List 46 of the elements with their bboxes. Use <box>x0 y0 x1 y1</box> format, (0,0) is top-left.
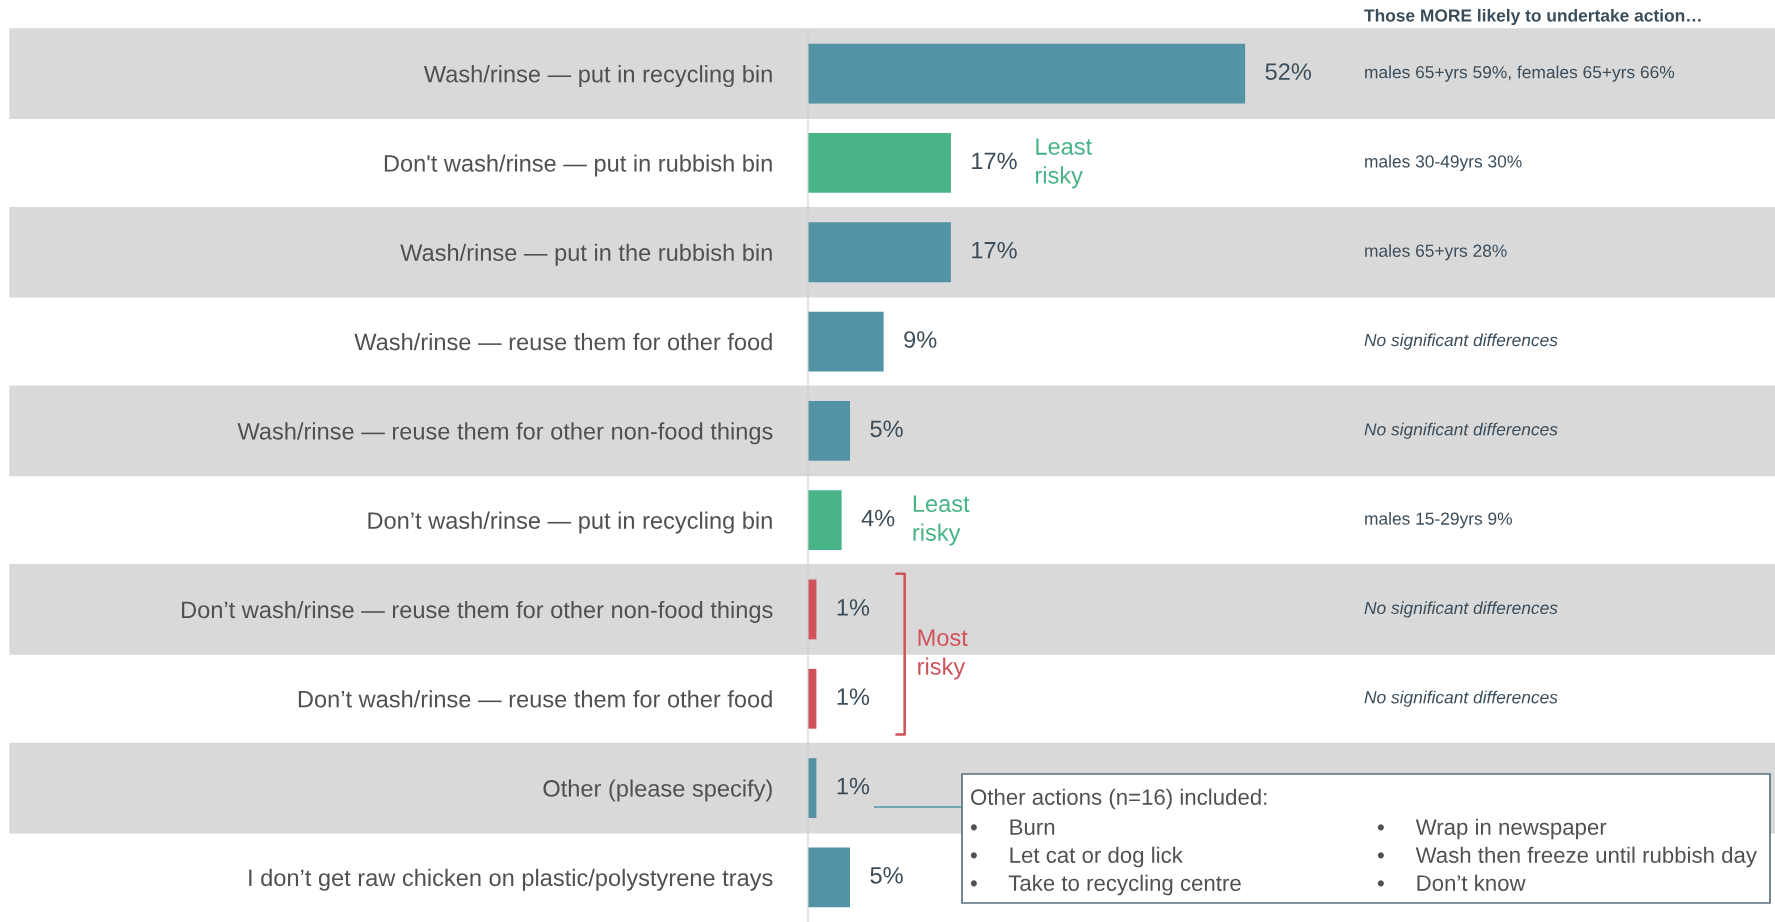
data-label: 52% <box>1265 63 1311 80</box>
text: Those MORE likely to undertake action… <box>1364 8 1701 26</box>
text: No significant differences <box>1364 422 1558 439</box>
bar <box>808 847 851 908</box>
bar <box>808 400 851 461</box>
y-tick-label: Wash/rinse — put in the rubbish bin <box>400 243 772 266</box>
bar <box>808 133 951 193</box>
text: No significant differences <box>1364 601 1558 618</box>
y-tick-label: Wash/rinse — reuse them for other food <box>354 332 772 351</box>
data-label: 17% <box>972 152 1017 170</box>
data-label: 5% <box>870 867 903 884</box>
bar <box>808 43 1246 104</box>
annotation: Least risky <box>1035 138 1092 189</box>
annotation: • Burn <box>970 819 1055 835</box>
y-tick-label: I don’t get raw chicken on plastic/polystyrene trays <box>249 868 773 891</box>
data-label: 5% <box>870 420 903 438</box>
annotation: • Take to recycling centre <box>970 874 1241 896</box>
text: males 65+yrs 59%, females 65+yrs 66% <box>1365 65 1675 82</box>
data-label: 1% <box>837 777 870 795</box>
data-label: 1% <box>837 688 870 705</box>
text: males 65+yrs 28% <box>1365 244 1507 261</box>
text: males 30-49yrs 30% <box>1365 154 1522 172</box>
text: No significant differences <box>1364 333 1558 350</box>
annotation: Least risky <box>913 495 970 546</box>
annotation: Most risky <box>918 629 968 680</box>
bar <box>808 490 842 551</box>
data-label: 17% <box>972 241 1017 259</box>
y-tick-label: Don’t wash/rinse — put in recycling bin <box>368 511 772 534</box>
annotation: Other actions (n=16) included: <box>971 788 1267 810</box>
y-tick-label: Wash/rinse — put in recycling bin <box>423 65 772 88</box>
bar <box>808 311 884 372</box>
data-label: 9% <box>904 331 937 348</box>
y-tick-label: Wash/rinse — reuse them for other non-food things <box>237 422 773 445</box>
data-label: 1% <box>837 599 870 616</box>
annotation: • Let cat or dog lick <box>970 846 1183 868</box>
y-tick-label: Don't wash/rinse — put in rubbish bin <box>384 154 772 177</box>
text: • Wrap in newspaper <box>1377 818 1607 840</box>
bar <box>808 222 951 283</box>
text: males 15-29yrs 9% <box>1365 512 1512 529</box>
y-tick-label: Don’t wash/rinse — reuse them for other non-food things <box>182 600 773 623</box>
y-tick-label: Don’t wash/rinse — reuse them for other food <box>298 690 772 708</box>
text: • Wash then freeze until rubbish day <box>1377 846 1757 868</box>
text: No significant differences <box>1364 690 1558 707</box>
y-tick-label: Other (please specify) <box>543 779 772 802</box>
text: • Don’t know <box>1377 874 1526 891</box>
data-label: 4% <box>861 509 895 527</box>
